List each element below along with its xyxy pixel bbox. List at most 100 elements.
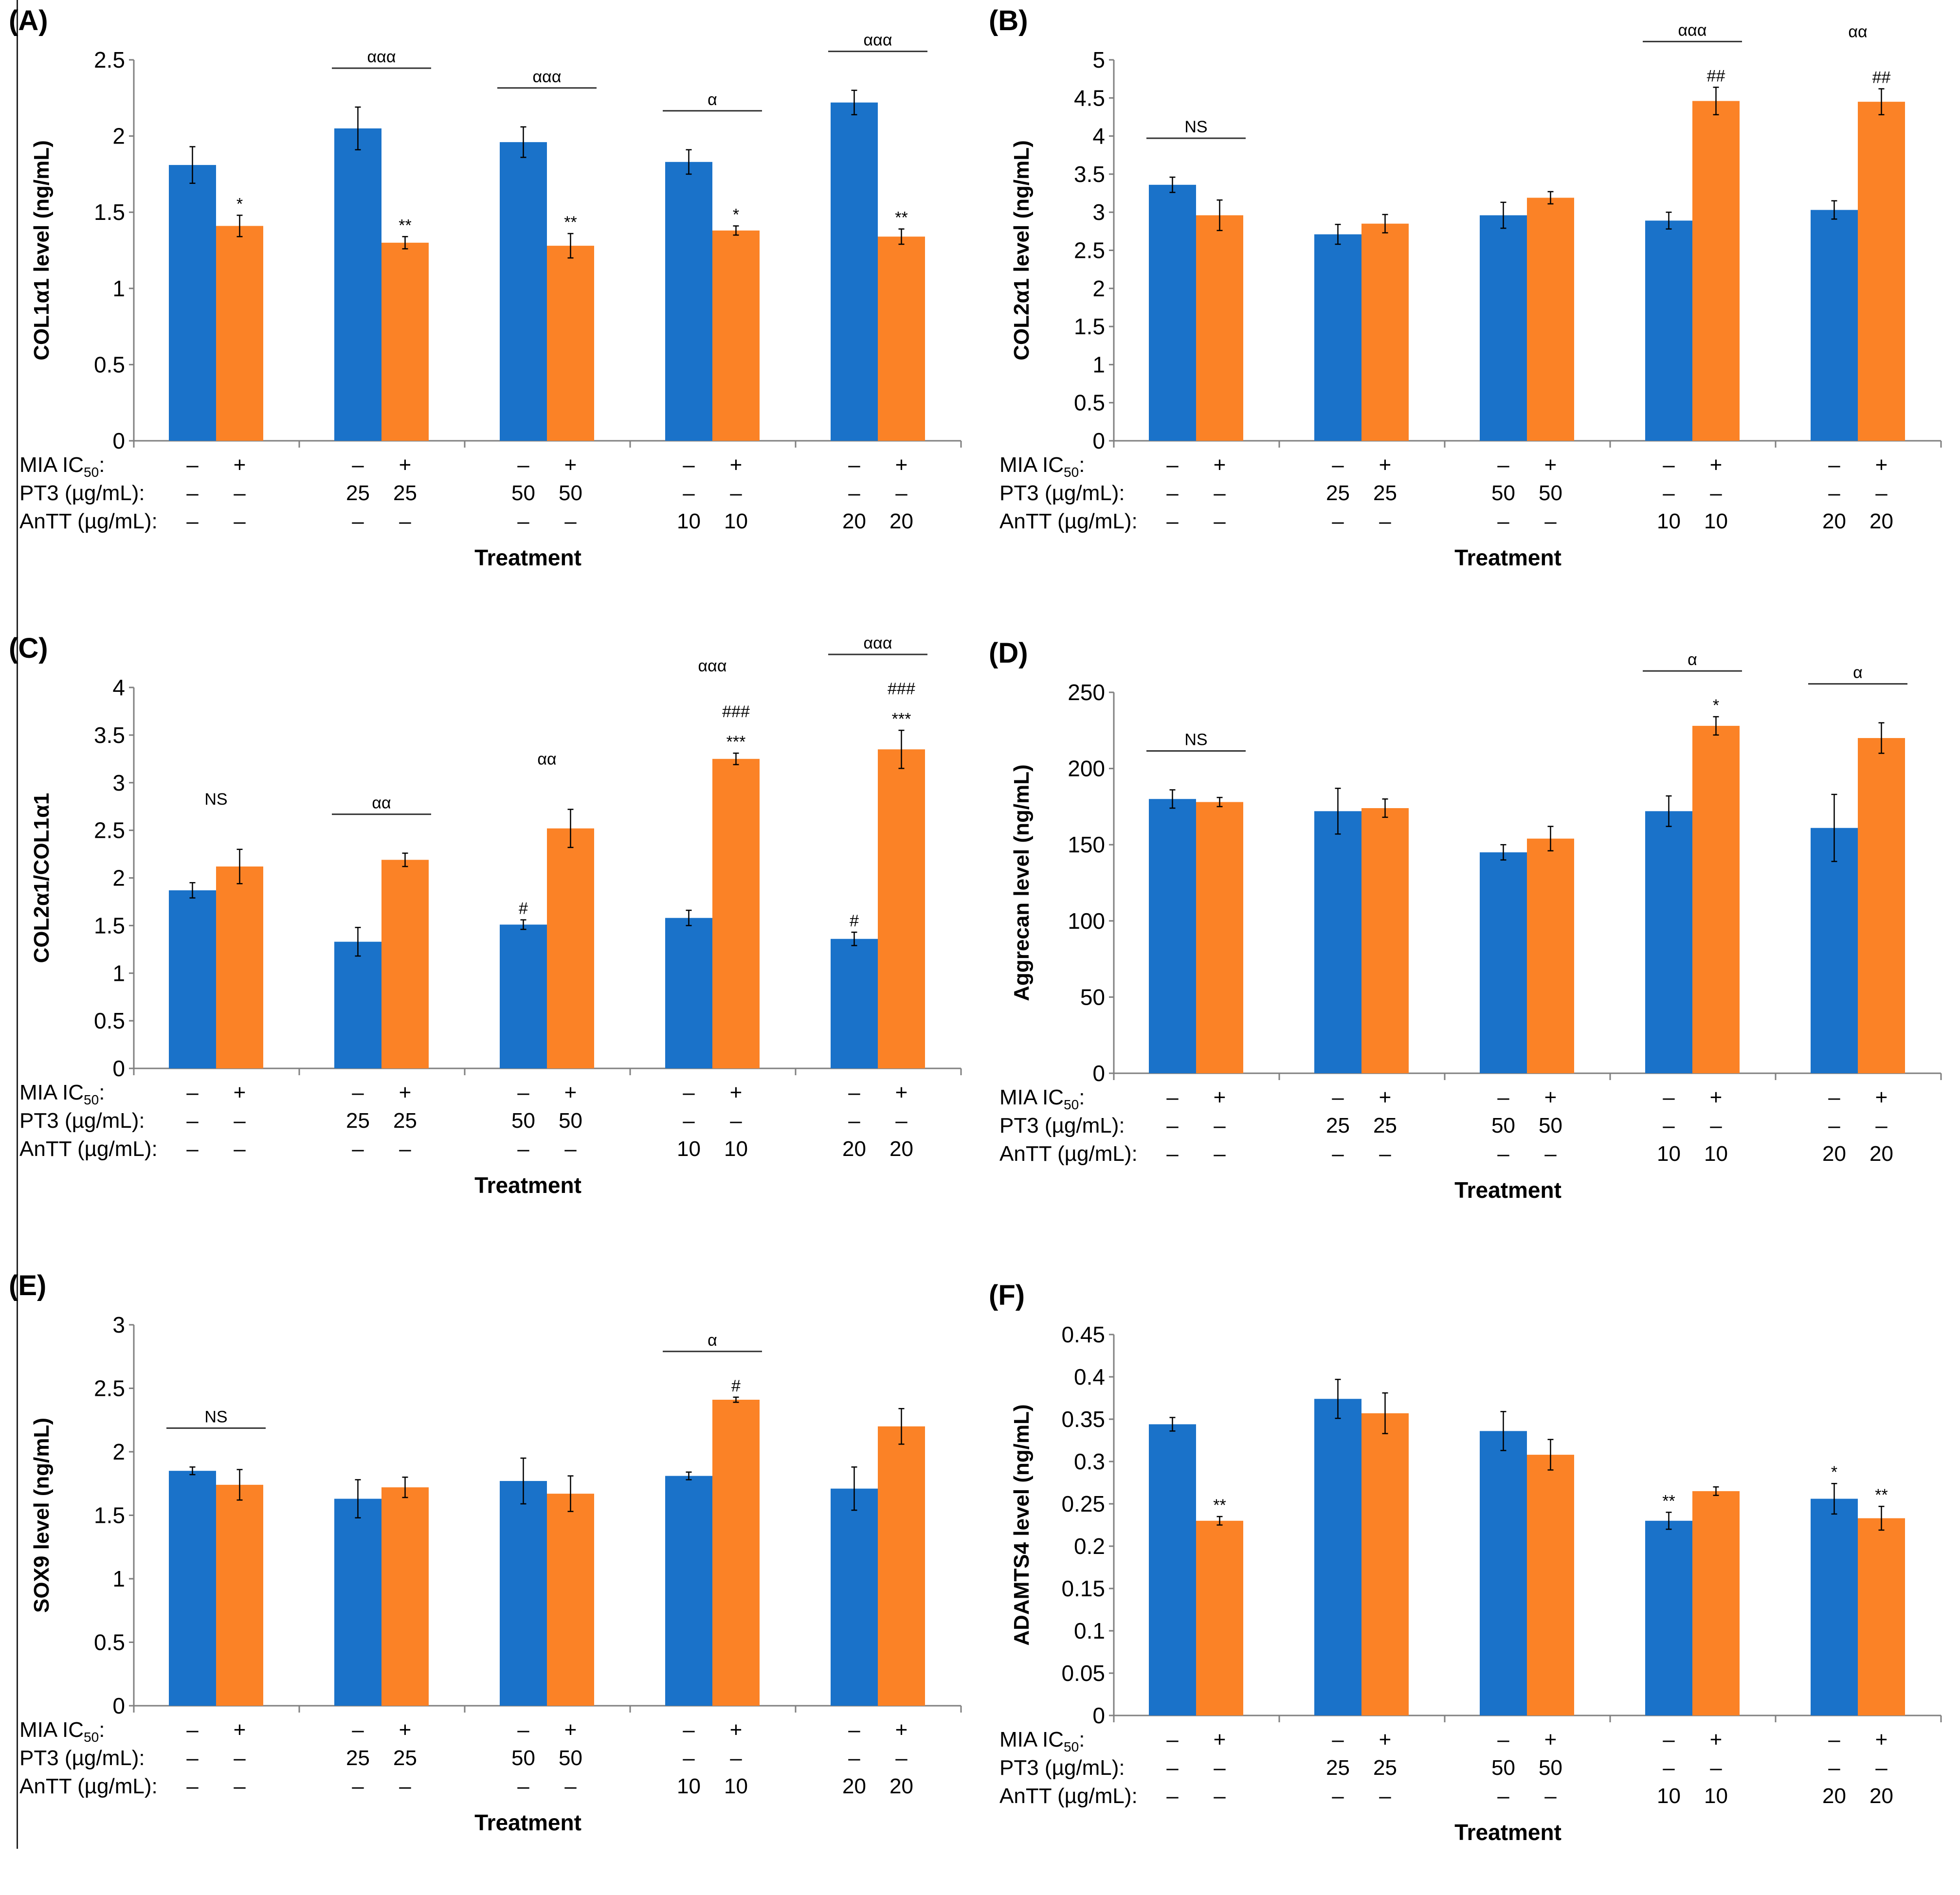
treatment-pt3-value: – — [1875, 481, 1887, 505]
treatment-antt-value: 20 — [1869, 509, 1893, 533]
treatment-pt3-value: 25 — [1373, 481, 1397, 505]
significance-label: ** — [1662, 1492, 1675, 1510]
y-tick-label: 3 — [112, 770, 125, 795]
treatment-antt-value: – — [352, 509, 364, 533]
treatment-mia-value: – — [683, 1718, 695, 1742]
row-label-mia: MIA IC50: — [19, 1081, 105, 1107]
mia-label-subscript: 50 — [84, 1730, 99, 1745]
mia-label-colon: : — [99, 453, 105, 477]
comparison-bracket-label: α — [1688, 650, 1697, 669]
y-tick-label: 0.25 — [1061, 1491, 1105, 1516]
bar-mia-minus — [665, 1476, 712, 1706]
y-tick-label: 2.5 — [94, 818, 125, 843]
treatment-mia-value: – — [517, 1081, 529, 1104]
comparison-bracket-label: ααα — [367, 48, 396, 66]
row-label-pt3: PT3 (µg/mL): — [19, 1746, 145, 1770]
bar-mia-minus — [1149, 184, 1196, 441]
y-tick-label: 0.15 — [1061, 1576, 1105, 1601]
bar-mia-plus — [547, 1494, 594, 1706]
bar-mia-plus — [1858, 102, 1905, 441]
treatment-antt-value: 10 — [1657, 1784, 1681, 1808]
y-tick-label: 1 — [112, 960, 125, 986]
treatment-mia-value: + — [1544, 453, 1557, 477]
panel-c: (C) COL2α1/COL1α1 0 0.5 1 1.5 2 2.5 3 3.5 4 NS αα # αα… — [0, 628, 980, 1248]
treatment-pt3-value: – — [1710, 1114, 1722, 1137]
treatment-pt3-value: 25 — [393, 1109, 417, 1133]
bar-mia-plus — [1196, 1520, 1243, 1715]
mia-label-text: MIA IC — [999, 1085, 1064, 1109]
bar-mia-minus — [500, 924, 547, 1068]
treatment-antt-value: – — [352, 1774, 364, 1798]
treatment-antt-value: 20 — [1822, 1784, 1846, 1808]
treatment-pt3-value: 50 — [1539, 1756, 1562, 1780]
panel-a: (A) COL1α1 level (ng/mL) 0 0.5 1 1.5 2 2.5 * ** αα… — [0, 0, 980, 620]
treatment-pt3-value: 50 — [1491, 1756, 1515, 1780]
treatment-antt-value: 10 — [1704, 1142, 1728, 1166]
y-axis-label: COL1α1 level (ng/mL) — [30, 140, 54, 360]
treatment-antt-value: – — [186, 1137, 199, 1161]
treatment-antt-value: – — [1332, 1142, 1344, 1166]
bar-mia-plus — [712, 758, 760, 1068]
treatment-antt-value: – — [186, 509, 199, 533]
treatment-antt-value: – — [1332, 1784, 1344, 1808]
treatment-mia-value: + — [564, 1081, 577, 1104]
row-label-antt: AnTT (µg/mL): — [19, 1137, 158, 1161]
row-label-antt: AnTT (µg/mL): — [19, 509, 158, 533]
treatment-pt3-value: – — [1828, 1756, 1840, 1780]
treatment-pt3-value: – — [683, 481, 695, 505]
y-tick-label: 4 — [1092, 124, 1105, 149]
treatment-pt3-value: – — [895, 481, 907, 505]
treatment-antt-value: – — [234, 509, 246, 533]
bar-mia-plus — [1196, 802, 1243, 1073]
treatment-mia-value: – — [1332, 453, 1344, 477]
treatment-mia-value: + — [1544, 1728, 1557, 1751]
treatment-mia-value: – — [1828, 1728, 1840, 1751]
treatment-mia-value: + — [1710, 1728, 1723, 1751]
treatment-mia-value: + — [1214, 1728, 1226, 1751]
comparison-bracket-label: NS — [204, 790, 227, 809]
y-tick-label: 0 — [112, 428, 125, 453]
bar-mia-plus — [712, 230, 760, 441]
mia-label-subscript: 50 — [1064, 465, 1079, 480]
treatment-mia-value: – — [848, 453, 860, 477]
treatment-pt3-value: 50 — [559, 1109, 582, 1133]
significance-label: ### — [722, 703, 750, 721]
treatment-antt-value: 20 — [1822, 509, 1846, 533]
chart-f: (F) ADAMTS4 level (ng/mL) 0 0.05 0.1 0.15 0.2 0… — [989, 1280, 1942, 1845]
significance-label: * — [236, 195, 243, 213]
comparison-bracket-label: ααα — [533, 68, 562, 86]
bar-mia-minus — [1811, 1498, 1858, 1715]
treatment-pt3-value: – — [1875, 1756, 1887, 1780]
mia-label-subscript: 50 — [84, 465, 99, 480]
y-tick-label: 3.5 — [1074, 162, 1105, 187]
mia-label-text: MIA IC — [19, 1081, 84, 1104]
y-tick-label: 0.45 — [1061, 1322, 1105, 1347]
treatment-antt-value: – — [1166, 509, 1179, 533]
y-tick-label: 0.1 — [1074, 1618, 1105, 1643]
treatment-pt3-value: – — [186, 481, 199, 505]
y-tick-label: 3 — [112, 1312, 125, 1337]
bar-mia-minus — [334, 1498, 381, 1706]
treatment-pt3-value: – — [683, 1109, 695, 1133]
mia-label-colon: : — [99, 1081, 105, 1104]
treatment-mia-value: – — [517, 1718, 529, 1742]
treatment-antt-value: – — [1544, 509, 1557, 533]
significance-label: * — [1831, 1463, 1837, 1481]
chart-e: (E) SOX9 level (ng/mL) 0 0.5 1 1.5 2 2.5 3 NS # α MI… — [9, 1270, 962, 1835]
panel-d: (D) Aggrecan level (ng/mL) 0 50 100 150 200 250… — [980, 632, 1960, 1253]
treatment-mia-value: + — [730, 1081, 743, 1104]
treatment-mia-value: – — [1663, 1085, 1675, 1109]
treatment-pt3-value: 25 — [393, 481, 417, 505]
y-axis-label: COL2α1/COL1α1 — [30, 793, 54, 963]
treatment-mia-value: + — [895, 1081, 908, 1104]
treatment-mia-value: – — [186, 453, 199, 477]
treatment-pt3-value: – — [1214, 481, 1226, 505]
y-tick-label: 1.5 — [1074, 314, 1105, 339]
treatment-mia-value: – — [1332, 1085, 1344, 1109]
treatment-antt-value: 10 — [724, 509, 748, 533]
y-tick-label: 1.5 — [94, 199, 125, 225]
x-axis-label: Treatment — [1454, 1820, 1561, 1845]
y-tick-label: 2.5 — [94, 47, 125, 72]
treatment-antt-value: 20 — [842, 509, 866, 533]
treatment-antt-value: – — [1497, 509, 1509, 533]
